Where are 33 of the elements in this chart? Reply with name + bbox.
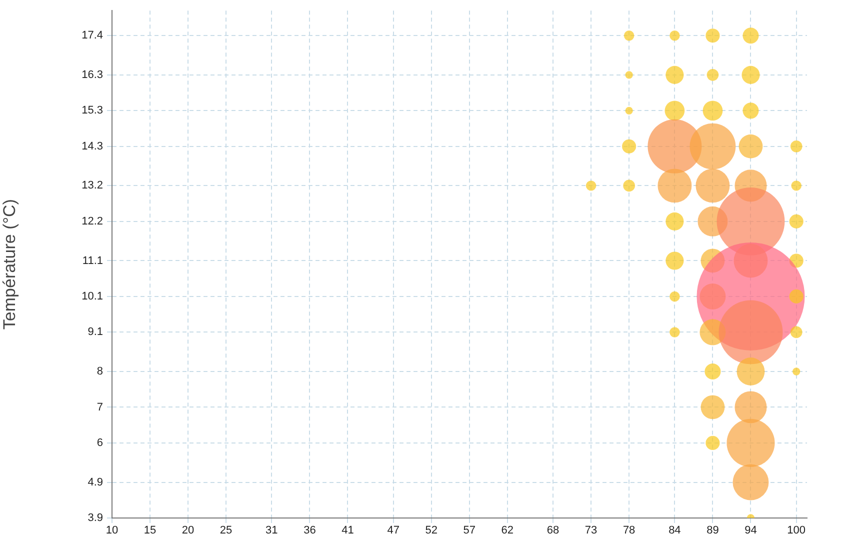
x-tick-label: 31 [266,524,278,536]
y-tick-label: 6 [96,436,103,449]
x-tick-label: 20 [182,524,194,536]
x-tick-label: 73 [584,524,598,536]
y-tick-label: 3.9 [88,512,103,524]
y-tick-label: 15.3 [82,104,103,117]
y-tick-label: 12.2 [82,215,103,228]
x-tick-label: 68 [546,524,560,536]
y-tick-label: 7 [96,401,103,414]
x-tick-label: 36 [304,524,316,536]
x-tick-label: 62 [501,524,514,536]
x-tick-label: 89 [706,524,719,536]
x-tick-label: 15 [144,524,156,536]
y-axis-title: Température (°C) [0,199,19,330]
y-tick-label: 13.2 [82,180,103,192]
y-tick-label: 4.9 [88,476,103,488]
x-tick-label: 57 [463,524,476,536]
x-tick-label: 52 [425,524,438,536]
x-tick-label: 94 [744,524,757,536]
y-tick-label: 14.3 [82,140,103,152]
y-tick-label: 10.1 [82,290,103,302]
x-tick-label: 41 [342,524,354,536]
y-tick-label: 9.1 [88,326,103,338]
x-tick-label: 84 [668,524,681,536]
x-tick-label: 10 [106,524,118,536]
x-tick-label: 100 [787,524,806,536]
x-tick-label: 78 [622,524,636,536]
y-tick-label: 8 [96,366,103,378]
y-tick-label: 11.1 [82,254,103,267]
x-tick-label: 47 [387,524,400,536]
x-tick-label: 25 [220,524,232,536]
y-tick-label: 17.4 [82,30,103,42]
y-tick-label: 16.3 [82,68,103,81]
